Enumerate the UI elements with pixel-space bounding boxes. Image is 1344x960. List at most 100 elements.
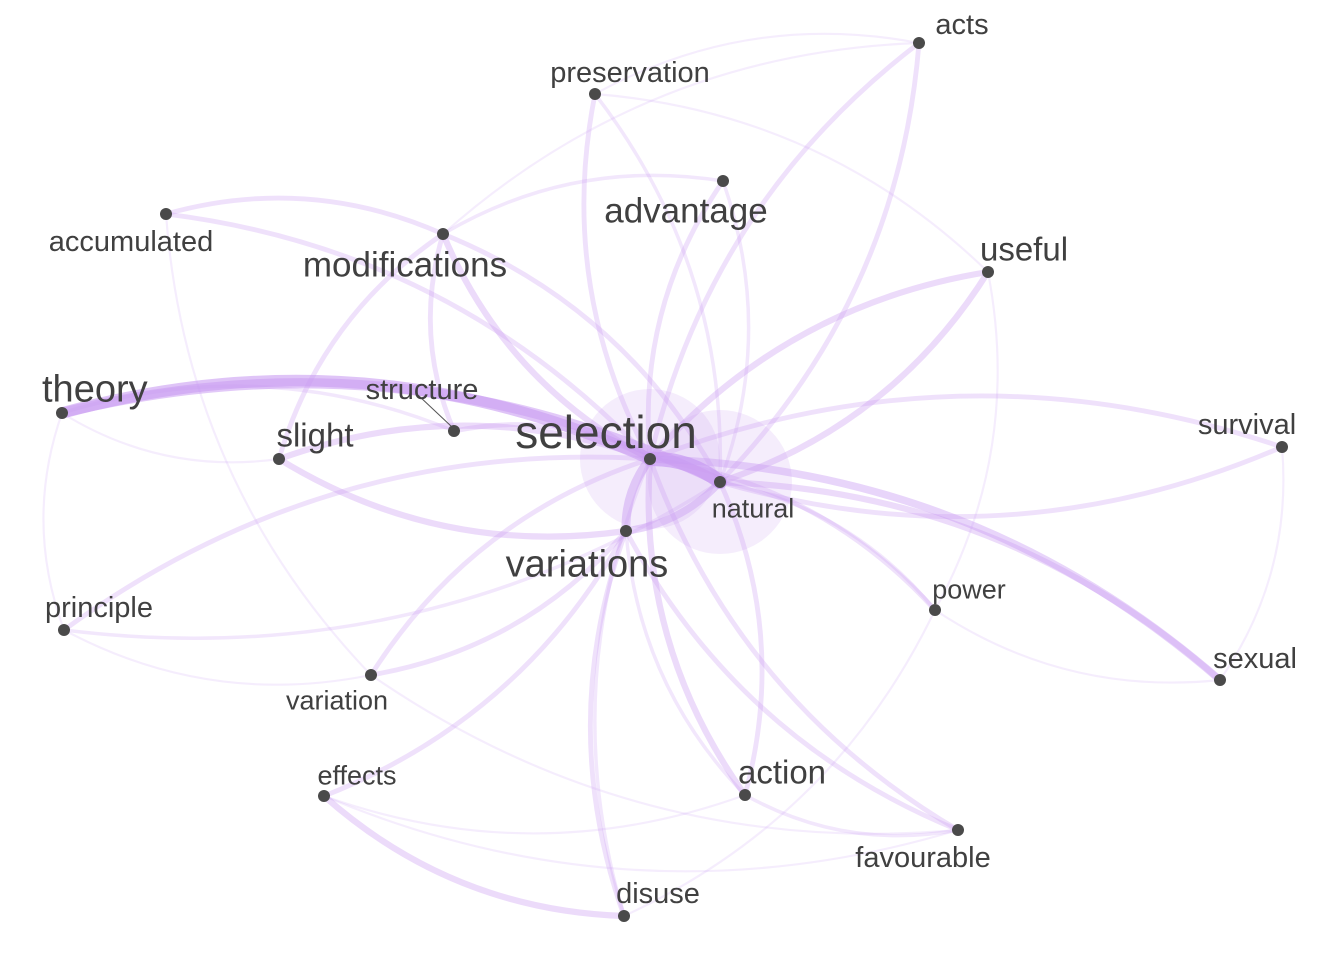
edge-selection-variations [621, 454, 655, 536]
edge-power-disuse [622, 608, 937, 918]
node-natural[interactable] [714, 476, 726, 488]
edge-effects-disuse [320, 792, 628, 920]
edge-theory-principle [42, 411, 66, 632]
edge-selection-principle [61, 454, 653, 633]
edge-survival-sexual [1218, 445, 1285, 682]
label-advantage: advantage [604, 191, 767, 230]
edge-structure-modifications [427, 231, 457, 434]
edge-natural-power [718, 480, 937, 612]
edge-selection-survival [647, 393, 1285, 462]
node-power[interactable] [929, 604, 941, 616]
edge-variations-action [624, 529, 747, 797]
edge-sexual-power [933, 608, 1222, 684]
edge-selection-sexual [646, 455, 1224, 684]
edge-disuse-variations [587, 528, 629, 919]
node-accumulated[interactable] [160, 208, 172, 220]
label-action: action [738, 754, 826, 791]
edge-selection-modifications [439, 230, 654, 463]
edge-natural-survival [717, 444, 1285, 520]
node-structure[interactable] [448, 425, 460, 437]
node-favourable[interactable] [952, 824, 964, 836]
edge-selection-accumulated [163, 211, 653, 462]
node-slight[interactable] [273, 453, 285, 465]
edge-selection-favourable [647, 456, 961, 833]
edge-natural-principle [62, 480, 722, 640]
edge-natural-preservation [593, 92, 723, 484]
edge-variations-variation [368, 528, 629, 678]
edge-natural-theory [56, 378, 726, 488]
node-variations[interactable] [620, 525, 632, 537]
label-disuse: disuse [616, 878, 700, 910]
label-theory: theory [42, 368, 148, 410]
edge-natural-modifications [440, 231, 723, 485]
edge-variation-selection [368, 456, 653, 678]
edge-selection-slight [275, 422, 654, 463]
edge-natural-variations [622, 478, 724, 535]
edge-variations-favourable [623, 528, 961, 833]
graph-edges [42, 32, 1285, 920]
label-slight: slight [276, 417, 353, 454]
edge-preservation-acts [593, 32, 921, 96]
node-preservation[interactable] [589, 88, 601, 100]
edge-slight-modifications [276, 231, 446, 462]
label-sexual: sexual [1213, 643, 1297, 675]
edge-structure-selection [451, 422, 653, 462]
node-survival[interactable] [1276, 441, 1288, 453]
edge-slight-variations [275, 455, 630, 540]
edge-useful-power [933, 270, 999, 612]
edge-selection-advantage [645, 178, 726, 462]
label-accumulated: accumulated [49, 226, 213, 258]
label-natural: natural [712, 493, 795, 523]
node-effects[interactable] [318, 790, 330, 802]
graph-nodes [56, 37, 1288, 922]
edge-principle-variation [62, 628, 373, 686]
edge-modifications-accumulated [163, 195, 446, 237]
edge-acts-modifications [441, 41, 921, 236]
label-favourable: favourable [855, 842, 990, 874]
node-selection[interactable] [644, 453, 656, 465]
label-acts: acts [935, 9, 988, 41]
node-useful[interactable] [982, 266, 994, 278]
label-effects: effects [317, 760, 396, 790]
node-advantage[interactable] [717, 175, 729, 187]
node-action[interactable] [739, 789, 751, 801]
label-structure: structure [366, 374, 479, 406]
node-modifications[interactable] [437, 228, 449, 240]
edge-natural-acts [717, 40, 922, 485]
edge-advantage-modifications [441, 173, 725, 236]
node-acts[interactable] [913, 37, 925, 49]
label-modifications: modifications [303, 245, 507, 284]
edge-effects-action [322, 793, 747, 835]
edge-structure-theory [60, 384, 456, 433]
label-selection: selection [515, 406, 697, 458]
edge-disuse-selection [593, 457, 652, 918]
node-sexual[interactable] [1214, 674, 1226, 686]
structure-label-leader [417, 394, 453, 428]
edge-natural-action [717, 479, 765, 798]
label-survival: survival [1198, 409, 1296, 441]
label-preservation: preservation [550, 57, 710, 89]
label-leaders [417, 394, 453, 428]
node-theory[interactable] [56, 407, 68, 419]
graph-labels: selection natural variations theory modifica… [42, 9, 1297, 910]
node-variation[interactable] [365, 669, 377, 681]
edge-selection-preservation [581, 91, 653, 462]
edge-natural-advantage [718, 179, 751, 484]
edge-effects-favourable [322, 794, 960, 873]
node-disuse[interactable] [618, 910, 630, 922]
edge-selection-action [645, 455, 749, 799]
edge-variations-effects [321, 528, 629, 799]
label-variations: variations [506, 543, 669, 585]
label-power: power [932, 574, 1006, 604]
label-principle: principle [45, 592, 153, 624]
edge-accumulated-variation [164, 212, 373, 677]
edge-favourable-action [743, 793, 960, 838]
edge-selection-acts [647, 40, 922, 462]
edge-preservation-useful [593, 92, 990, 274]
edge-selection-power [647, 456, 938, 613]
label-variation: variation [286, 685, 388, 715]
edge-selection-useful [646, 268, 992, 463]
node-principle[interactable] [58, 624, 70, 636]
edge-variation-favourable [369, 673, 960, 835]
